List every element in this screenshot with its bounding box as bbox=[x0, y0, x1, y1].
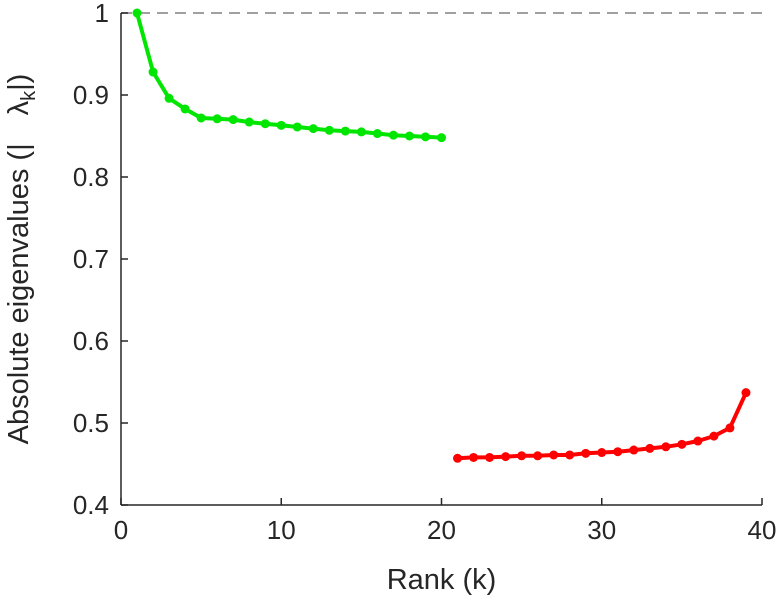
data-point bbox=[613, 447, 623, 457]
data-point bbox=[356, 127, 366, 137]
data-point bbox=[645, 443, 655, 453]
data-point bbox=[132, 8, 142, 18]
y-axis-title-text: Absolute eigenvalues (| bbox=[3, 143, 35, 444]
y-axis-title-subscript: k bbox=[18, 90, 40, 101]
data-point bbox=[276, 120, 286, 130]
data-point bbox=[340, 126, 350, 136]
data-point bbox=[148, 67, 158, 77]
data-point bbox=[725, 423, 735, 433]
data-point bbox=[661, 442, 671, 452]
data-point bbox=[581, 448, 591, 458]
x-tick-label: 20 bbox=[427, 515, 456, 545]
data-point bbox=[565, 450, 575, 460]
y-tick-label: 1 bbox=[95, 0, 109, 28]
data-point bbox=[324, 125, 334, 135]
data-point bbox=[517, 451, 527, 461]
y-tick-label: 0.6 bbox=[73, 326, 109, 356]
x-tick-label: 0 bbox=[114, 515, 128, 545]
y-tick-label: 0.7 bbox=[73, 244, 109, 274]
y-axis-title-close: |) bbox=[3, 74, 35, 91]
y-tick-label: 0.9 bbox=[73, 80, 109, 110]
y-tick-label: 0.5 bbox=[73, 408, 109, 438]
data-point bbox=[404, 131, 414, 141]
y-axis-title: Absolute eigenvalues (| λk|) bbox=[3, 74, 40, 445]
data-point bbox=[533, 451, 543, 461]
y-tick-label: 0.4 bbox=[73, 490, 109, 520]
data-point bbox=[244, 117, 254, 127]
axes-layer bbox=[120, 13, 762, 506]
data-point bbox=[372, 129, 382, 139]
data-point bbox=[453, 453, 463, 463]
data-point bbox=[196, 113, 206, 123]
data-point bbox=[228, 115, 238, 125]
x-tick-label: 10 bbox=[267, 515, 296, 545]
data-point bbox=[485, 452, 495, 462]
data-point bbox=[469, 452, 479, 462]
data-point bbox=[709, 431, 719, 441]
data-point bbox=[180, 104, 190, 114]
data-point bbox=[629, 445, 639, 455]
data-point bbox=[292, 122, 302, 132]
y-tick-label: 0.8 bbox=[73, 162, 109, 192]
ticks-layer: 0 10 20 30 40 0.4 0.5 0.6 0.7 0.8 0.9 1 bbox=[73, 0, 777, 545]
data-point bbox=[420, 132, 430, 142]
y-axis-title-lambda: λ bbox=[3, 100, 35, 115]
data-point bbox=[308, 124, 318, 134]
data-point bbox=[597, 448, 607, 458]
data-point bbox=[260, 119, 270, 129]
data-point bbox=[677, 439, 687, 449]
series-layer bbox=[132, 8, 751, 463]
data-point bbox=[164, 93, 174, 103]
x-tick-label: 40 bbox=[748, 515, 777, 545]
data-point bbox=[212, 114, 222, 124]
series-line-1 bbox=[135, 11, 444, 140]
x-tick-label: 30 bbox=[587, 515, 616, 545]
data-point bbox=[437, 133, 446, 143]
data-point bbox=[741, 388, 751, 398]
data-point bbox=[388, 130, 398, 140]
x-axis-title: Rank (k) bbox=[387, 564, 497, 596]
data-point bbox=[549, 450, 559, 460]
data-point bbox=[693, 436, 703, 446]
data-point bbox=[501, 452, 511, 462]
